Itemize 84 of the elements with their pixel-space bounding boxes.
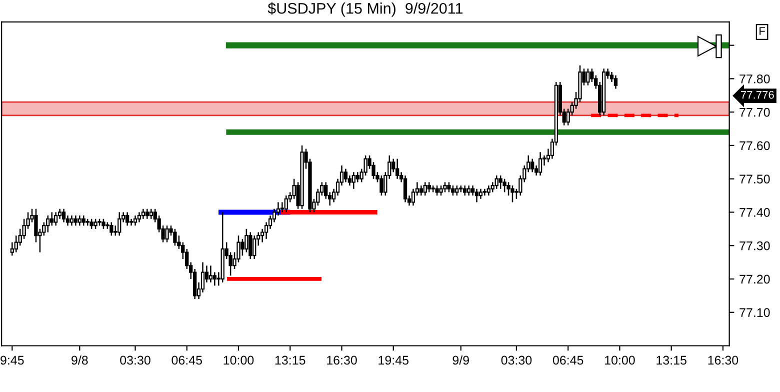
y-tick-label: 77.20 [740,274,770,284]
y-tick-label: 77.40 [740,208,770,217]
x-tick-label: 19:45 [378,356,408,365]
candlestick [502,178,506,193]
candlestick [427,182,431,193]
candlestick [208,265,213,283]
text: 77.776 [740,90,774,99]
x-tick-label: 10:00 [605,356,635,365]
candlestick [244,228,248,253]
candlestick [62,208,66,223]
candlestick [82,214,86,226]
candlestick [280,202,284,213]
candlestick [352,172,356,190]
x-tick-label: 03:30 [120,356,150,365]
candlestick [94,218,98,230]
candlestick [145,208,149,220]
candlestick [133,214,138,226]
x-tick-label: 10:00 [224,356,254,365]
candlestick [137,212,142,223]
candlestick [451,184,455,196]
candlestick [284,194,288,213]
x-tick-label: 13:15 [275,356,306,365]
y-tick-label: 77.10 [740,308,770,318]
candlestick [474,188,479,203]
candlestick [165,224,169,243]
candlestick [110,222,114,236]
candlestick [46,214,50,233]
candlestick [149,208,153,220]
candlestick [423,182,427,196]
candlestick [538,152,542,176]
candlestick [478,188,483,200]
candlestick [498,174,502,190]
candlestick [240,238,244,256]
y-tick-label: 77.50 [740,174,770,184]
candlestick [380,174,384,196]
candlestick [396,158,400,180]
candlestick [252,234,256,260]
candlestick [90,218,94,230]
candlestick [173,228,177,246]
x-tick-label: 06:45 [552,356,584,365]
candlestick [463,184,467,196]
candlestick [344,168,348,183]
y-tick-label: 77.60 [740,141,770,150]
candlestick [78,214,82,226]
candlestick [447,182,451,193]
candlestick [482,188,487,196]
candlestick [510,184,514,203]
candlestick [530,158,534,173]
chart-title: $USDJPY (15 Min) 9/9/2011 [268,2,462,17]
x-tick-label: 9/9 [452,355,469,365]
x-tick-label: 06:45 [172,356,202,365]
x-tick-label: 16:30 [327,356,357,365]
candlestick [455,184,459,196]
candlestick [586,68,590,86]
x-tick-label: 03:30 [501,356,532,365]
y-tick-label: 77.70 [740,108,770,117]
candlestick [403,174,408,203]
candlestick [435,184,439,196]
candlestick [590,68,594,83]
x-tick-label: 9:45 [0,356,24,365]
candlestick [614,74,618,90]
candlestick [74,214,78,226]
candlestick [54,212,58,226]
candlestick [466,184,471,196]
candlestick [356,172,360,183]
x-tick-label: 16:30 [708,356,738,365]
text: F [760,27,765,35]
candlestick [439,184,443,196]
candlestick [118,212,122,236]
candlestick [486,184,490,196]
candlestick [443,182,447,193]
candlestick [141,208,146,220]
candlestick [70,214,74,226]
x-tick-label: 13:15 [656,356,686,365]
candlestick [248,232,252,260]
candlestick [125,212,130,226]
candlestick [102,218,106,230]
candlestick [419,184,423,196]
y-tick-label: 77.80 [740,74,770,84]
candlestick [212,272,216,286]
candlestick [494,174,498,190]
candlestick [50,212,54,226]
y-tick-label: 77.30 [740,241,770,250]
x-tick-label: 9/8 [72,355,88,365]
